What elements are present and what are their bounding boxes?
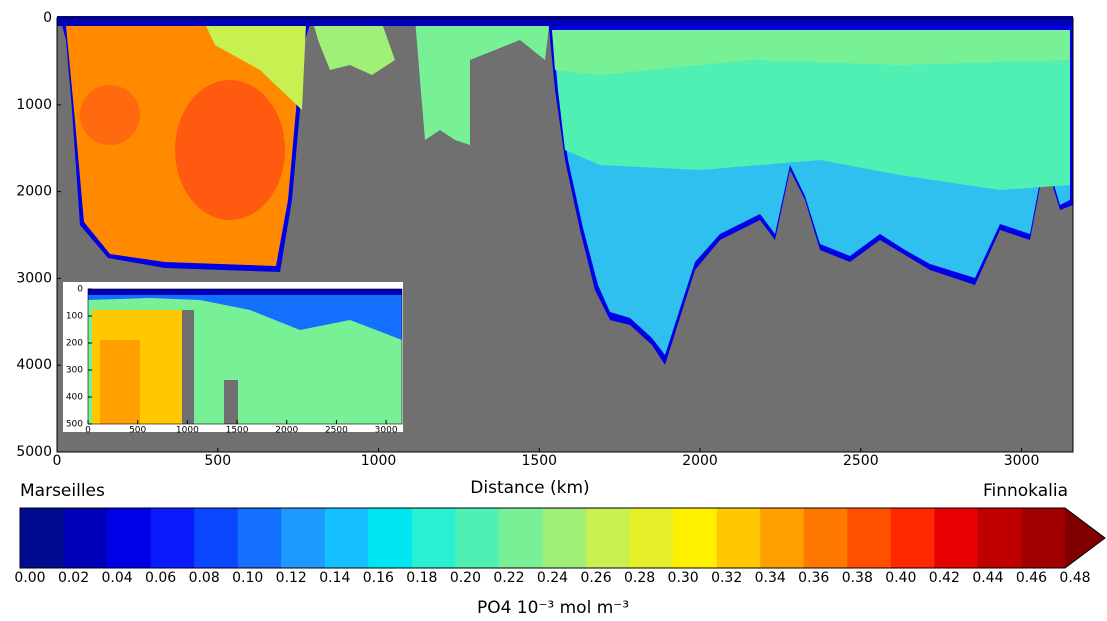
upper-layer [205,24,306,110]
colorbar-bin [150,508,195,568]
colorbar-tick-label: 0.48 [1059,570,1090,586]
colorbar-label: PO4 10⁻³ mol m⁻³ [477,598,629,618]
plot-frame [56,17,1074,453]
inset-plot-frame [87,288,403,425]
colorbar-bin [455,508,500,568]
colorbar-bin [20,508,65,568]
core [175,80,285,220]
y-tick-label: 0 [43,10,52,26]
colorbar-bin [281,508,326,568]
x-tick-label: 1000 [361,453,397,469]
colorbar-tick-label: 0.04 [101,570,132,586]
x-axis-label: Distance (km) [470,478,589,498]
colorbar-bin [498,508,543,568]
colorbar-bin [368,508,413,568]
x-tick-label: 500 [129,426,146,436]
colorbar-bin [890,508,935,568]
core [80,85,140,145]
colorbar-tick-label: 0.44 [972,570,1003,586]
inset-land [224,380,238,424]
colorbar-tick-label: 0.32 [711,570,742,586]
colorbar-tick-label: 0.42 [929,570,960,586]
x-tick-label: 2000 [682,453,718,469]
colorbar-bin [1021,508,1066,568]
x-tick-label: 1000 [176,426,199,436]
colorbar-tick-label: 0.10 [232,570,263,586]
colorbar-bin [847,508,892,568]
y-tick-label: 500 [66,420,83,430]
inset-surface [88,289,402,340]
colorbar-bin [107,508,152,568]
right-label: Finnokalia [983,481,1068,501]
colorbar-bin [934,508,979,568]
colorbar-tick-label: 0.24 [537,570,568,586]
x-tick-label: 3000 [375,426,398,436]
x-tick-label: 0 [53,453,62,469]
section-field [57,16,1073,452]
colorbar-tick-label: 0.22 [493,570,524,586]
colorbar-bin [237,508,282,568]
colorbar-bin [324,508,369,568]
colorbar-tick-label: 0.46 [1016,570,1047,586]
colorbar-frame [19,507,1106,569]
colorbar-bin [411,508,456,568]
x-tick-label: 1500 [226,426,249,436]
y-tick-label: 5000 [16,444,52,460]
colorbar-tick-label: 0.36 [798,570,829,586]
y-tick-label: 3000 [16,270,52,286]
left-label: Marseilles [20,481,105,501]
colorbar-tick-label: 0.18 [406,570,437,586]
colorbar-bin [629,508,674,568]
y-tick-label: 300 [66,366,83,376]
colorbar-bin [586,508,631,568]
colorbar-tick-label: 0.20 [450,570,481,586]
colorbar-tick-label: 0.40 [885,570,916,586]
colorbar-bin [803,508,848,568]
colorbar-tick-label: 0.38 [842,570,873,586]
y-tick-label: 2000 [16,184,52,200]
colorbar-tick-label: 0.34 [755,570,786,586]
colorbar-bin [542,508,587,568]
colorbar-bin [716,508,761,568]
colorbar-tick-label: 0.16 [363,570,394,586]
y-tick-label: 1000 [16,97,52,113]
x-tick-label: 500 [204,453,231,469]
colorbar-bin [977,508,1022,568]
x-tick-label: 1500 [521,453,557,469]
y-tick-label: 0 [77,285,83,295]
colorbar-tick-label: 0.14 [319,570,350,586]
colorbar-tick-label: 0.00 [14,570,45,586]
upper-layer [552,30,1070,75]
x-tick-label: 3000 [1004,453,1040,469]
colorbar-extension [1065,508,1105,568]
colorbar-bin [63,508,108,568]
y-tick-label: 400 [66,393,83,403]
colorbar-tick-label: 0.30 [668,570,699,586]
colorbar-tick-label: 0.08 [189,570,220,586]
y-tick-label: 4000 [16,357,52,373]
x-tick-label: 0 [85,426,91,436]
y-tick-label: 100 [66,312,83,322]
colorbar-bin [194,508,239,568]
colorbar-tick-label: 0.02 [58,570,89,586]
inset-surface [88,289,402,295]
colorbar-tick-label: 0.26 [580,570,611,586]
water-mid [415,18,550,145]
inset-land [182,310,194,424]
x-tick-label: 2500 [843,453,879,469]
surface-layer [57,16,1073,26]
y-tick-label: 200 [66,339,83,349]
colorbar-bin [760,508,805,568]
colorbar-tick-label: 0.06 [145,570,176,586]
colorbar-bin [673,508,718,568]
inset-warm [100,340,140,424]
x-tick-label: 2500 [325,426,348,436]
colorbar-tick-label: 0.28 [624,570,655,586]
water-mid [312,18,395,75]
deep-layer [555,30,1070,190]
colorbar-tick-label: 0.12 [276,570,307,586]
x-tick-label: 2000 [275,426,298,436]
